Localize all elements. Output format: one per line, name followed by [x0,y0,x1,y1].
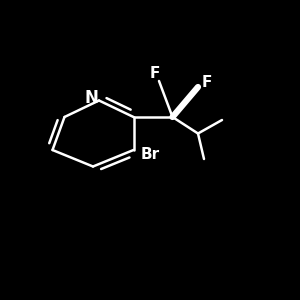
Text: F: F [149,66,160,81]
Text: F: F [202,75,212,90]
Text: N: N [85,89,98,107]
Text: Br: Br [140,147,160,162]
